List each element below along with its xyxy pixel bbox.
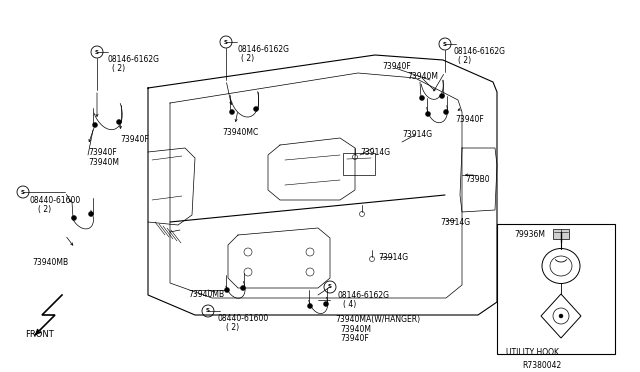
- Text: FRONT: FRONT: [25, 330, 54, 339]
- Circle shape: [253, 106, 259, 112]
- Text: UTILITY HOOK: UTILITY HOOK: [506, 348, 559, 357]
- Text: 73940F: 73940F: [340, 334, 369, 343]
- Circle shape: [116, 119, 122, 125]
- Text: 08146-6162G: 08146-6162G: [237, 45, 289, 54]
- Text: S: S: [206, 308, 210, 314]
- Circle shape: [307, 304, 312, 308]
- Circle shape: [93, 122, 97, 128]
- Text: 73940MB: 73940MB: [32, 258, 68, 267]
- Text: S: S: [328, 285, 332, 289]
- Circle shape: [440, 93, 445, 99]
- Text: ( 2): ( 2): [112, 64, 125, 73]
- Text: 08146-6162G: 08146-6162G: [108, 55, 160, 64]
- Circle shape: [559, 314, 563, 318]
- Text: S: S: [443, 42, 447, 46]
- Circle shape: [241, 285, 246, 291]
- Text: 73914G: 73914G: [360, 148, 390, 157]
- Bar: [343, 153, 375, 175]
- Text: 73940M: 73940M: [407, 72, 438, 81]
- Text: 79936M: 79936M: [514, 230, 545, 239]
- Circle shape: [323, 301, 328, 307]
- Circle shape: [444, 109, 449, 115]
- Text: 73940MC: 73940MC: [222, 128, 259, 137]
- Text: 08440-61600: 08440-61600: [218, 314, 269, 323]
- Text: 73914G: 73914G: [440, 218, 470, 227]
- Circle shape: [72, 215, 77, 221]
- Text: R7380042: R7380042: [522, 361, 561, 370]
- Text: 08146-6162G: 08146-6162G: [453, 47, 505, 56]
- Text: 08146-6162G: 08146-6162G: [338, 291, 390, 300]
- Text: 73940M: 73940M: [88, 158, 119, 167]
- Text: ( 4): ( 4): [343, 300, 356, 309]
- Text: S: S: [224, 39, 228, 45]
- Circle shape: [88, 212, 93, 217]
- Text: 73940F: 73940F: [88, 148, 116, 157]
- Text: 73940MB: 73940MB: [188, 290, 224, 299]
- Text: ( 2): ( 2): [226, 323, 239, 332]
- Text: 739B0: 739B0: [465, 175, 490, 184]
- Bar: [553, 229, 569, 239]
- Text: ( 2): ( 2): [38, 205, 51, 214]
- Bar: [497, 224, 615, 354]
- Circle shape: [426, 112, 431, 116]
- Circle shape: [225, 288, 230, 292]
- Text: 73914G: 73914G: [378, 253, 408, 262]
- Circle shape: [230, 109, 234, 115]
- Text: S: S: [21, 189, 25, 195]
- Text: 73940F: 73940F: [455, 115, 484, 124]
- Text: 73940MA(W/HANGER): 73940MA(W/HANGER): [335, 315, 420, 324]
- Text: ( 2): ( 2): [458, 56, 471, 65]
- Text: 73940F: 73940F: [382, 62, 411, 71]
- Text: ( 2): ( 2): [241, 54, 254, 63]
- Text: S: S: [95, 49, 99, 55]
- Text: 73914G: 73914G: [402, 130, 432, 139]
- Text: 73940F: 73940F: [120, 135, 148, 144]
- Circle shape: [419, 96, 424, 100]
- Text: 73940M: 73940M: [340, 325, 371, 334]
- Text: 08440-61600: 08440-61600: [30, 196, 81, 205]
